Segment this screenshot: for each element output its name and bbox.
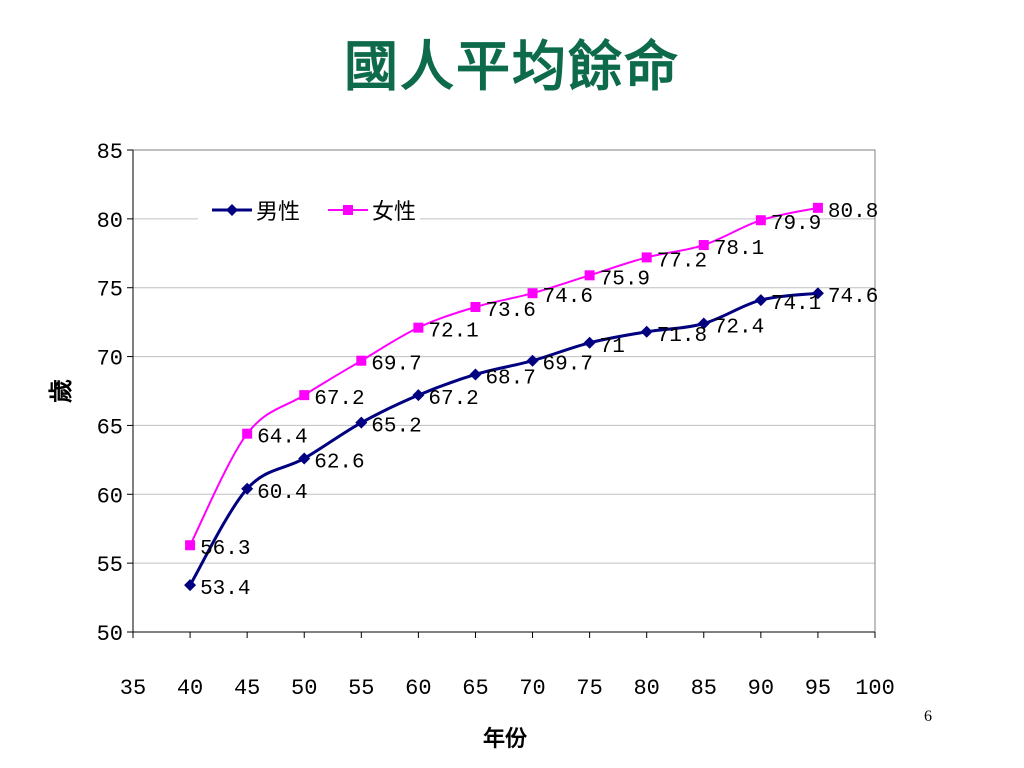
x-tick-label: 85	[691, 676, 717, 701]
series-layer	[184, 202, 824, 592]
y-tick-label: 60	[97, 484, 123, 509]
y-tick-label: 65	[97, 415, 123, 440]
page-number: 6	[924, 708, 932, 725]
data-label-female: 79.9	[771, 213, 821, 236]
y-axis-label: 歲	[48, 379, 77, 403]
x-tick-label: 70	[519, 676, 545, 701]
data-labels: 53.4 60.4 62.6 65.2 67.2 68.7 69.7 71 71.8 72.4 74…	[200, 201, 878, 601]
x-tick-label: 55	[348, 676, 374, 701]
x-tick-label: 90	[748, 676, 774, 701]
data-point-male	[241, 482, 254, 495]
data-point-male	[811, 287, 824, 300]
y-tick-label: 75	[97, 278, 123, 303]
data-label-male: 74.6	[828, 286, 878, 309]
data-point-male	[640, 325, 653, 338]
data-label-male: 71	[600, 336, 625, 359]
legend-label-female: 女性	[372, 200, 416, 226]
data-label-male: 69.7	[543, 354, 593, 377]
y-tick-label: 85	[97, 140, 123, 165]
data-point-male	[412, 389, 425, 402]
data-label-male: 53.4	[200, 578, 250, 601]
data-point-male	[298, 452, 311, 465]
x-tick-label: 50	[291, 676, 317, 701]
data-point-female	[185, 540, 196, 551]
data-point-female	[356, 355, 367, 366]
data-point-male	[184, 579, 197, 592]
legend-marker-female	[343, 205, 353, 215]
legend-marker-male	[226, 204, 238, 216]
data-label-male: 67.2	[428, 388, 478, 411]
data-point-female	[755, 215, 766, 226]
data-label-female: 74.6	[543, 286, 593, 309]
x-tick-label: 60	[405, 676, 431, 701]
x-tick-label: 75	[576, 676, 602, 701]
data-label-female: 73.6	[485, 300, 535, 323]
data-point-male	[355, 416, 368, 429]
x-tick-label: 100	[855, 676, 895, 701]
data-point-female	[413, 322, 424, 333]
data-label-male: 60.4	[257, 482, 307, 505]
x-tick-label: 40	[177, 676, 203, 701]
data-label-female: 64.4	[257, 427, 307, 450]
data-label-female: 75.9	[600, 268, 650, 291]
y-tick-label: 80	[97, 209, 123, 234]
x-axis-ticks: 35 40 45 50 55 60 65 70 75 80 85 90 95 100	[120, 631, 895, 701]
data-label-female: 69.7	[371, 354, 421, 377]
data-label-male: 68.7	[485, 367, 535, 390]
data-label-female: 80.8	[828, 201, 878, 224]
data-label-male: 72.4	[714, 317, 764, 340]
y-axis-ticks: 50 55 60 65 70 75 80 85	[97, 140, 134, 647]
data-point-female	[584, 270, 595, 281]
data-point-male	[697, 317, 710, 330]
data-label-male: 62.6	[314, 451, 364, 474]
data-point-female	[470, 301, 481, 312]
y-tick-label: 50	[97, 622, 123, 647]
data-point-female	[698, 240, 709, 251]
data-point-male	[754, 294, 767, 307]
data-point-male	[583, 336, 596, 349]
x-tick-label: 95	[805, 676, 831, 701]
data-label-male: 74.1	[771, 293, 821, 316]
x-tick-label: 80	[633, 676, 659, 701]
data-label-female: 67.2	[314, 388, 364, 411]
data-label-female: 78.1	[714, 238, 764, 261]
y-tick-label: 55	[97, 553, 123, 578]
data-point-female	[641, 252, 652, 263]
slide-title: 國人平均餘命	[344, 34, 680, 98]
data-point-male	[526, 354, 539, 367]
data-label-female: 56.3	[200, 538, 250, 561]
x-axis-label: 年份	[483, 726, 528, 753]
legend: 男性 女性	[198, 193, 420, 229]
x-tick-label: 35	[120, 676, 146, 701]
legend-label-male: 男性	[256, 200, 300, 226]
data-label-male: 65.2	[371, 416, 421, 439]
data-label-male: 71.8	[657, 325, 707, 348]
data-label-female: 77.2	[657, 250, 707, 273]
data-point-female	[812, 202, 823, 213]
data-point-female	[242, 428, 253, 439]
data-label-female: 72.1	[428, 321, 478, 344]
x-tick-label: 65	[462, 676, 488, 701]
x-tick-label: 45	[234, 676, 260, 701]
data-point-female	[527, 288, 538, 299]
data-point-male	[469, 368, 482, 381]
data-point-female	[299, 390, 310, 401]
y-tick-label: 70	[97, 347, 123, 372]
